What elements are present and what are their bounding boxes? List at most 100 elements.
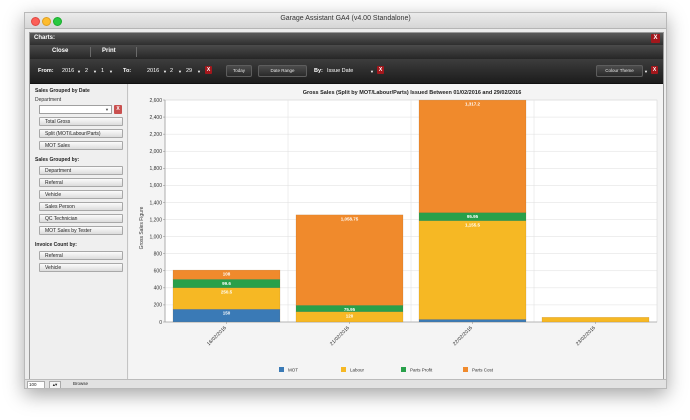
from-label: From: — [38, 68, 54, 74]
by-select[interactable]: Issue Date — [327, 68, 354, 74]
x-tick-label: 22/02/2016 — [452, 325, 474, 347]
total-gross-button[interactable]: Total Gross — [39, 117, 123, 126]
chevron-down-icon[interactable]: ▼ — [644, 69, 648, 74]
legend-swatch — [401, 367, 406, 372]
group-qc-technician-button[interactable]: QC Technician — [39, 214, 123, 223]
minimize-window-button[interactable] — [42, 17, 51, 26]
bar-segment-parts-cost — [172, 269, 281, 280]
section-title-by-date: Sales Grouped by Date — [35, 88, 90, 94]
y-tick-label: 2,400 — [149, 115, 162, 121]
chevron-down-icon[interactable]: ▼ — [163, 69, 167, 74]
data-label: 95.95 — [467, 214, 479, 219]
bar-segment-parts-cost — [418, 99, 527, 213]
department-select[interactable]: ▼ — [39, 105, 112, 114]
chart-title: Gross Sales (Split by MOT/Labour/Parts) … — [303, 90, 522, 96]
toolbar-divider — [136, 47, 137, 57]
data-label: 1,058.75 — [341, 216, 359, 221]
legend-swatch — [341, 367, 346, 372]
data-label: 150 — [223, 311, 231, 316]
data-label: 120 — [346, 313, 354, 318]
filter-bar: From: 2016 ▼ 2 ▼ 1 ▼ To: 2016 ▼ 2 ▼ 29 ▼… — [30, 59, 663, 84]
legend-label: Parts Profit — [410, 368, 433, 373]
clear-dates-button[interactable]: X — [205, 66, 212, 74]
chevron-down-icon[interactable]: ▼ — [178, 69, 182, 74]
y-tick-label: 2,000 — [149, 149, 162, 155]
toolbar: Close Print — [30, 45, 663, 59]
zoom-stepper[interactable]: ▴▾ — [49, 381, 61, 388]
legend-label: Parts Cost — [472, 368, 494, 373]
group-vehicle-button[interactable]: Vehicle — [39, 190, 123, 199]
y-tick-label: 1,600 — [149, 183, 162, 189]
colour-theme-select[interactable]: Colour Theme — [596, 65, 643, 77]
group-sales-person-button[interactable]: Sales Person — [39, 202, 123, 211]
clear-by-button[interactable]: X — [377, 66, 384, 74]
from-day-select[interactable]: 1 — [101, 68, 105, 74]
data-label: 75.95 — [344, 307, 356, 312]
chevron-down-icon[interactable]: ▼ — [93, 69, 97, 74]
print-button[interactable]: Print — [102, 48, 116, 54]
count-vehicle-button[interactable]: Vehicle — [39, 263, 123, 272]
y-tick-label: 1,200 — [149, 217, 162, 223]
group-referral-button[interactable]: Referral — [39, 178, 123, 187]
title-bar: Garage Assistant GA4 (v4.00 Standalone) — [25, 13, 666, 29]
chart-area: Gross Sales (Split by MOT/Labour/Parts) … — [129, 84, 663, 379]
close-window-button[interactable] — [31, 17, 40, 26]
window-title: Garage Assistant GA4 (v4.00 Standalone) — [280, 15, 411, 22]
department-clear-button[interactable]: X — [114, 105, 122, 114]
y-axis-label: Gross Sales Figure — [139, 206, 145, 249]
department-label: Department — [35, 97, 62, 103]
to-day-select[interactable]: 29 — [186, 68, 193, 74]
y-tick-label: 800 — [154, 251, 163, 257]
panel-title: Charts: — [34, 35, 56, 41]
browse-mode-label: Browse — [73, 381, 89, 386]
y-tick-label: 2,600 — [149, 98, 162, 104]
by-label: By: — [314, 68, 323, 74]
to-month-select[interactable]: 2 — [170, 68, 174, 74]
y-tick-label: 0 — [159, 320, 162, 326]
app-window: Garage Assistant GA4 (v4.00 Standalone) … — [24, 12, 667, 389]
from-year-select[interactable]: 2016 — [62, 68, 75, 74]
bar-segment-labour — [172, 287, 281, 310]
zoom-window-button[interactable] — [53, 17, 62, 26]
legend-label: Labour — [350, 368, 365, 373]
y-tick-label: 2,200 — [149, 132, 162, 138]
section-title-grouped-by: Sales Grouped by: — [35, 157, 80, 163]
gross-sales-chart: Gross Sales (Split by MOT/Labour/Parts) … — [139, 90, 658, 373]
legend: MOT Labour Parts Profit Parts Cost — [279, 367, 494, 373]
from-month-select[interactable]: 2 — [85, 68, 89, 74]
to-year-select[interactable]: 2016 — [147, 68, 160, 74]
y-tick-label: 400 — [154, 286, 163, 292]
group-department-button[interactable]: Department — [39, 166, 123, 175]
panel-close-button[interactable]: X — [651, 34, 660, 43]
y-tick-label: 1,400 — [149, 200, 162, 206]
chevron-down-icon[interactable]: ▼ — [370, 69, 374, 74]
data-label: 108 — [223, 272, 231, 277]
x-tick-label: 16/02/2016 — [206, 325, 228, 347]
charts-panel: Charts: X Close Print From: 2016 ▼ 2 ▼ 1… — [29, 32, 664, 380]
mot-sales-button[interactable]: MOT Sales — [39, 141, 123, 150]
chevron-down-icon[interactable]: ▼ — [109, 69, 113, 74]
close-button[interactable]: Close — [52, 48, 69, 54]
count-referral-button[interactable]: Referral — [39, 251, 123, 260]
chevron-down-icon[interactable]: ▼ — [197, 69, 201, 74]
group-mot-by-tester-button[interactable]: MOT Sales by Tester — [39, 226, 123, 235]
legend-swatch — [463, 367, 468, 372]
y-tick-label: 1,800 — [149, 166, 162, 172]
status-bar: 100 ▴▾ Browse — [25, 379, 666, 388]
chevron-down-icon[interactable]: ▼ — [77, 69, 81, 74]
bar-segment-labour — [418, 220, 527, 320]
date-range-select[interactable]: Date Range — [258, 65, 307, 77]
split-mot-labour-parts-button[interactable]: Split (MOT/Labour/Parts) — [39, 129, 123, 138]
today-button[interactable]: Today — [226, 65, 252, 77]
x-axis-ticks: 16/02/2016 21/02/2016 22/02/2016 23/02/2016 — [206, 322, 597, 347]
bar-segment-labour — [541, 317, 650, 323]
y-tick-label: 600 — [154, 269, 163, 275]
data-label: 250.5 — [221, 289, 233, 294]
zoom-field[interactable]: 100 — [27, 381, 45, 388]
to-label: To: — [123, 68, 132, 74]
sidebar: Sales Grouped by Date Department ▼ X Tot… — [30, 84, 128, 379]
legend-swatch — [279, 367, 284, 372]
y-tick-label: 1,000 — [149, 234, 162, 240]
clear-theme-button[interactable]: X — [651, 66, 658, 74]
